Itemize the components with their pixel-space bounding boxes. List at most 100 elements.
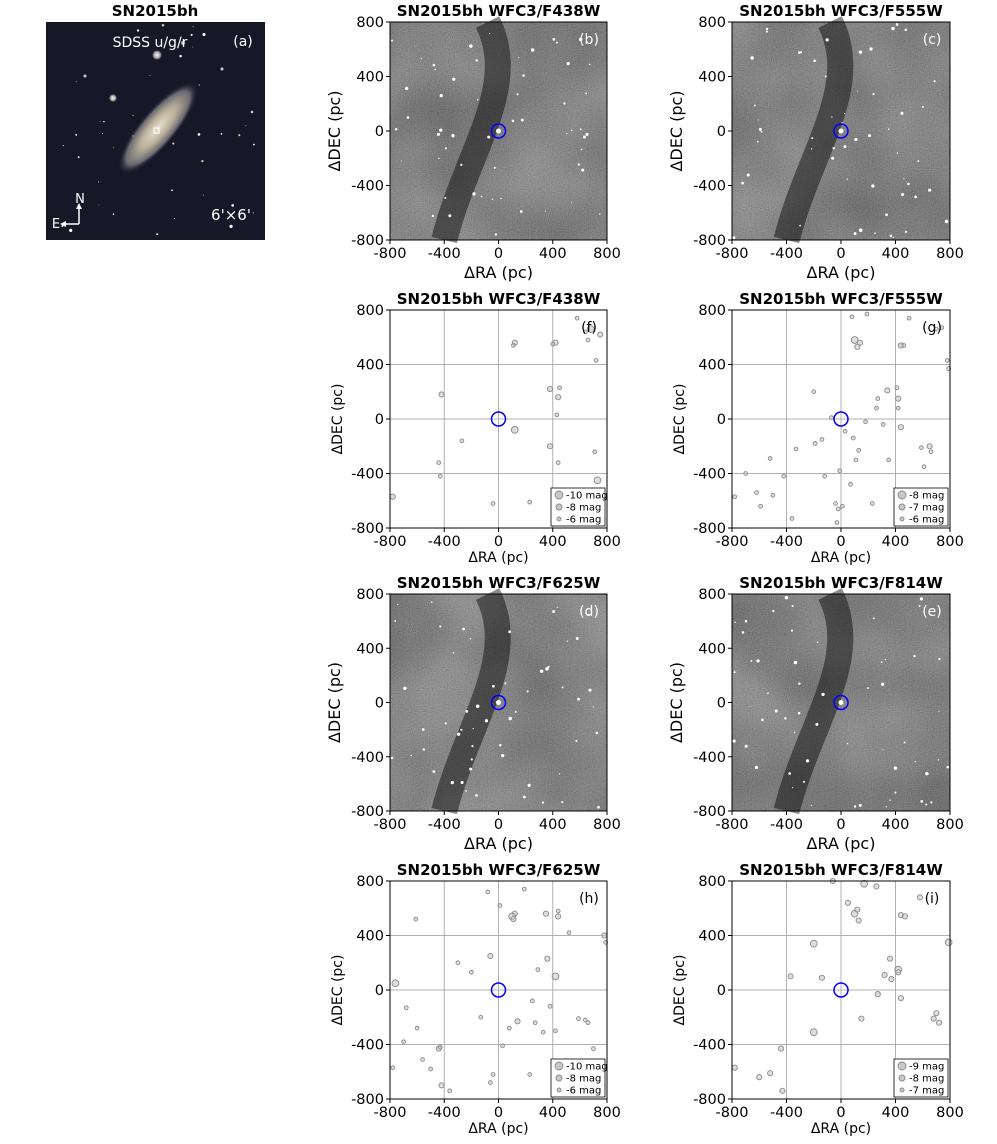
image-star <box>577 163 581 166</box>
image-star <box>491 198 494 200</box>
x-tick-label: 0 <box>836 1105 845 1121</box>
image-star <box>746 173 750 177</box>
y-tick-label: 400 <box>356 929 384 945</box>
source-marker <box>582 1017 588 1023</box>
source-marker <box>557 385 562 391</box>
source-marker <box>928 449 934 455</box>
source-marker <box>767 1070 774 1077</box>
y-tick-label: 400 <box>698 70 726 86</box>
image-star <box>465 790 467 792</box>
source-marker <box>540 1029 546 1035</box>
sdss-star <box>149 75 151 77</box>
y-tick-label: -400 <box>693 467 726 483</box>
source-marker <box>848 482 853 487</box>
source-marker <box>601 932 608 939</box>
source-marker <box>591 1046 596 1051</box>
sdss-star <box>202 32 206 37</box>
image-star <box>900 111 904 115</box>
source-marker <box>510 426 519 434</box>
image-star <box>843 112 846 115</box>
source-marker <box>894 385 900 391</box>
image-star <box>475 59 478 62</box>
source-marker <box>576 1016 581 1021</box>
image-star <box>599 213 601 215</box>
sdss-star <box>252 212 254 214</box>
y-axis-label: ΔDEC (pc) <box>667 662 686 743</box>
source-marker <box>391 979 400 988</box>
source-marker <box>546 385 554 393</box>
source-marker <box>547 1003 553 1009</box>
panel-label: (e) <box>922 604 942 620</box>
image-star <box>578 37 583 42</box>
y-axis-label: ΔDEC (pc) <box>330 384 346 455</box>
image-star <box>885 806 887 808</box>
dust-lane <box>431 588 511 815</box>
panel-title: SN2015bh WFC3/F625W <box>397 861 601 879</box>
image-star <box>921 105 924 108</box>
x-tick-label: 800 <box>936 246 964 262</box>
image-star <box>511 119 515 123</box>
x-tick-label: 400 <box>539 1105 567 1121</box>
source-marker <box>770 492 776 498</box>
dust-lane <box>773 16 854 244</box>
image-star <box>492 684 495 688</box>
image-star <box>831 116 833 118</box>
image-star <box>811 137 814 140</box>
image-star <box>799 224 802 227</box>
y-tick-label: 0 <box>717 983 726 999</box>
image-star <box>394 128 398 131</box>
source-marker <box>901 343 907 348</box>
sdss-star <box>238 134 241 137</box>
y-axis-label: ΔDEC (pc) <box>672 384 688 455</box>
sdss-star <box>156 233 159 236</box>
legend-label: -10 mag <box>566 1062 608 1073</box>
sdss-star <box>201 160 204 163</box>
sdss-star <box>113 147 115 149</box>
image-star <box>552 610 555 613</box>
source-marker <box>809 939 818 948</box>
image-star <box>530 48 535 52</box>
image-star <box>579 128 582 131</box>
image-star <box>885 213 888 217</box>
y-tick-label: -400 <box>351 467 384 483</box>
source-marker <box>438 1082 445 1089</box>
source-marker <box>855 917 862 924</box>
x-tick-label: 400 <box>882 246 910 262</box>
target-circle <box>833 982 849 998</box>
sdss-star <box>172 142 175 145</box>
image-star <box>894 791 897 794</box>
source-marker <box>597 331 604 338</box>
legend-marker <box>555 503 563 511</box>
x-tick-label: 800 <box>593 817 621 833</box>
sn-source <box>496 128 501 134</box>
x-tick-label: 400 <box>882 817 910 833</box>
image-star <box>914 195 918 199</box>
source-marker <box>835 506 841 512</box>
image-star <box>465 710 469 713</box>
sdss-star <box>62 144 64 147</box>
x-tick-label: 400 <box>882 1105 910 1121</box>
legend-label: -8 mag <box>566 503 601 514</box>
source-marker <box>897 424 905 431</box>
image-star <box>925 771 929 776</box>
source-marker <box>926 443 933 450</box>
image-star <box>944 219 949 224</box>
image-star <box>489 33 491 35</box>
source-marker <box>778 1045 785 1052</box>
image-star <box>853 805 857 808</box>
image-star <box>774 709 778 713</box>
x-tick-label: 400 <box>539 534 567 550</box>
source-marker <box>743 471 748 476</box>
sdss-star <box>171 189 173 192</box>
panel-title: SN2015bh WFC3/F814W <box>739 574 943 592</box>
legend-label: -6 mag <box>909 515 944 526</box>
sdss-star <box>69 228 73 232</box>
image-star <box>397 603 399 606</box>
image-star <box>470 758 473 761</box>
source-marker <box>809 1028 818 1037</box>
image-star <box>504 682 507 685</box>
target-circle <box>490 411 507 427</box>
legend-marker <box>897 1061 907 1071</box>
source-marker <box>555 460 561 465</box>
